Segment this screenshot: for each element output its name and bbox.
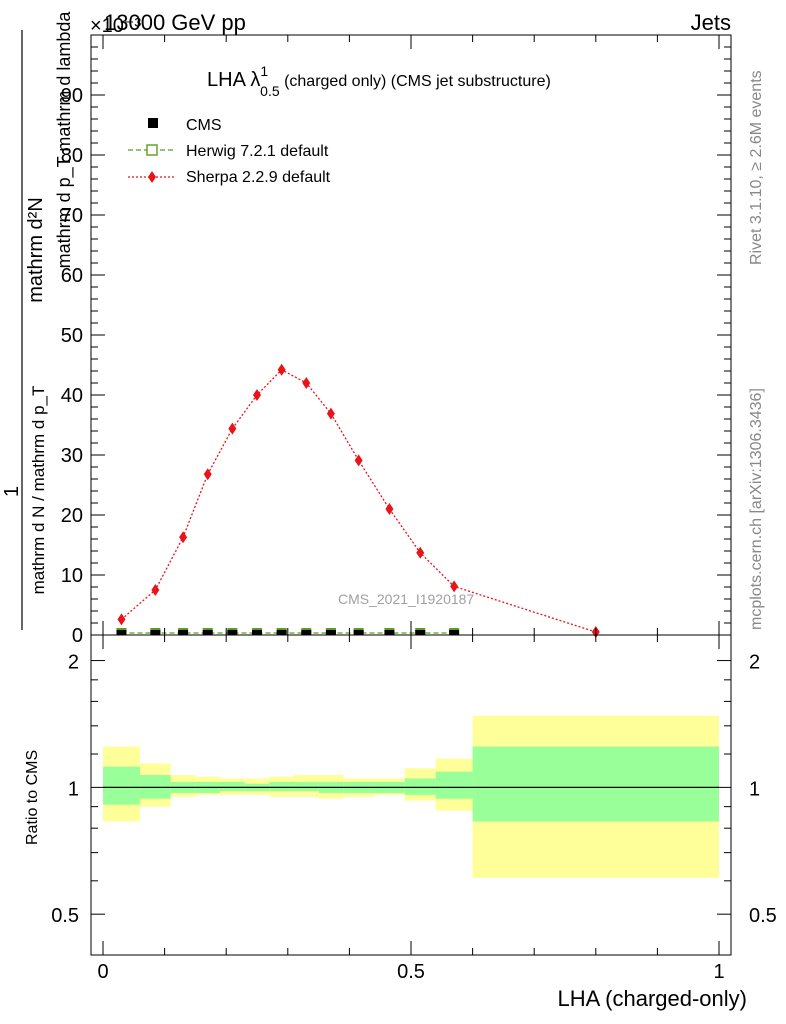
y-tick-label: 0 bbox=[72, 625, 83, 647]
cms-point bbox=[202, 630, 213, 635]
ratio-stat-band bbox=[404, 778, 436, 795]
x-axis-label: LHA (charged-only) bbox=[557, 986, 747, 1011]
cms-point bbox=[301, 630, 312, 635]
sherpa-point bbox=[326, 407, 335, 420]
cms-point bbox=[252, 630, 262, 635]
chart-title: LHA λ1 0.5 (charged only) (CMS jet substr… bbox=[207, 63, 551, 99]
sherpa-point bbox=[151, 584, 160, 596]
cms-point bbox=[276, 630, 287, 635]
ratio-y-axis-label: Ratio to CMS bbox=[24, 750, 41, 845]
legend-marker-cms bbox=[148, 118, 158, 128]
legend-marker-herwig bbox=[146, 144, 158, 156]
legend: CMS Herwig 7.2.1 default Sherpa 2.2.9 de… bbox=[128, 117, 331, 186]
header-energy: 13000 GeV pp bbox=[104, 10, 246, 35]
y-tick-label: 10 bbox=[61, 565, 83, 587]
y-tick-label: 40 bbox=[61, 385, 83, 407]
ratio-y-tick-label-right: 1 bbox=[749, 778, 760, 800]
cms-point bbox=[150, 630, 161, 635]
cms-point bbox=[384, 630, 395, 635]
ratio-stat-band bbox=[269, 781, 294, 792]
legend-label-cms: CMS bbox=[186, 117, 222, 134]
ratio-stat-band bbox=[293, 781, 319, 792]
ylabel-top-line2: mathrm d p_T mathrm d lambda bbox=[54, 11, 75, 269]
legend-label-herwig: Herwig 7.2.1 default bbox=[186, 143, 329, 160]
sherpa-point bbox=[277, 363, 286, 376]
y-tick-label: 20 bbox=[61, 505, 83, 527]
ylabel-left: 1 bbox=[1, 486, 23, 497]
ratio-y-tick-label-right: 2 bbox=[749, 652, 760, 674]
y-tick-label: 50 bbox=[61, 325, 83, 347]
ratio-plot-ticks: 0.5 0.5 1 1 2 2 0 0.5 1 bbox=[51, 635, 777, 983]
cms-point bbox=[449, 630, 460, 635]
chart-title-rest: (charged only) (CMS jet substructure) bbox=[280, 73, 551, 90]
cms-point bbox=[325, 630, 336, 635]
x-tick-label: 1 bbox=[713, 961, 724, 983]
ratio-stat-band bbox=[435, 771, 473, 799]
sherpa-point bbox=[385, 503, 394, 515]
sherpa-point bbox=[416, 546, 425, 559]
header-process: Jets bbox=[691, 10, 731, 35]
sherpa-point bbox=[354, 454, 363, 467]
y-tick-label: 30 bbox=[61, 445, 83, 467]
ratio-y-tick-label-right: 0.5 bbox=[749, 905, 777, 927]
ratio-bands bbox=[103, 715, 719, 878]
cms-point bbox=[415, 630, 426, 635]
sherpa-point bbox=[302, 377, 311, 389]
chart-title-sub: 0.5 bbox=[260, 83, 280, 99]
legend-label-sherpa: Sherpa 2.2.9 default bbox=[186, 169, 331, 186]
chart-title-sup: 1 bbox=[260, 63, 268, 79]
ratio-stat-band bbox=[472, 746, 719, 822]
sherpa-point bbox=[203, 468, 212, 481]
cms-point bbox=[353, 630, 364, 635]
cms-point bbox=[227, 630, 238, 635]
y-tick-label: 60 bbox=[61, 265, 83, 287]
sherpa-point bbox=[253, 389, 261, 401]
analysis-watermark: CMS_2021_I1920187 bbox=[338, 591, 474, 607]
sherpa-line bbox=[121, 368, 596, 633]
chart-title-main: LHA λ bbox=[207, 69, 260, 91]
sherpa-point bbox=[117, 613, 126, 626]
y-tick-label: 90 bbox=[61, 85, 83, 107]
ratio-stat-band bbox=[103, 766, 140, 805]
legend-marker-sherpa bbox=[148, 171, 156, 183]
x-tick-label: 0 bbox=[97, 961, 108, 983]
sherpa-point bbox=[228, 422, 237, 435]
main-plot-ticks: 0 10 20 30 40 50 60 70 80 90 bbox=[61, 35, 731, 647]
y-multiplier: ×10⁻³ bbox=[90, 15, 141, 37]
ylabel-top: mathrm d²N bbox=[25, 197, 47, 303]
y-tick-label: 70 bbox=[61, 205, 83, 227]
main-y-axis-label: 1 mathrm d²N mathrm d p_T mathrm d lambd… bbox=[1, 11, 75, 630]
sherpa-point bbox=[450, 580, 459, 593]
main-plot-marks bbox=[116, 363, 600, 638]
sherpa-point bbox=[179, 531, 188, 544]
ylabel-bottom: mathrm d N / mathrm d p_T bbox=[29, 386, 48, 595]
ratio-y-tick-label: 2 bbox=[68, 652, 79, 674]
mcplots-label: mcplots.cern.ch [arXiv:1306.3436] bbox=[748, 388, 765, 630]
ratio-y-tick-label: 1 bbox=[68, 778, 79, 800]
cms-point bbox=[116, 630, 127, 635]
ratio-y-tick-label: 0.5 bbox=[51, 905, 79, 927]
x-tick-label: 0.5 bbox=[397, 961, 425, 983]
ratio-plot: 0.5 0.5 1 1 2 2 0 0.5 1 Ratio to CMS LHA (charge… bbox=[24, 634, 777, 1011]
rivet-label: Rivet 3.1.10, ≥ 2.6M events bbox=[748, 70, 765, 265]
ratio-stat-band bbox=[220, 781, 245, 792]
cms-point bbox=[178, 630, 189, 635]
y-tick-label: 80 bbox=[61, 145, 83, 167]
